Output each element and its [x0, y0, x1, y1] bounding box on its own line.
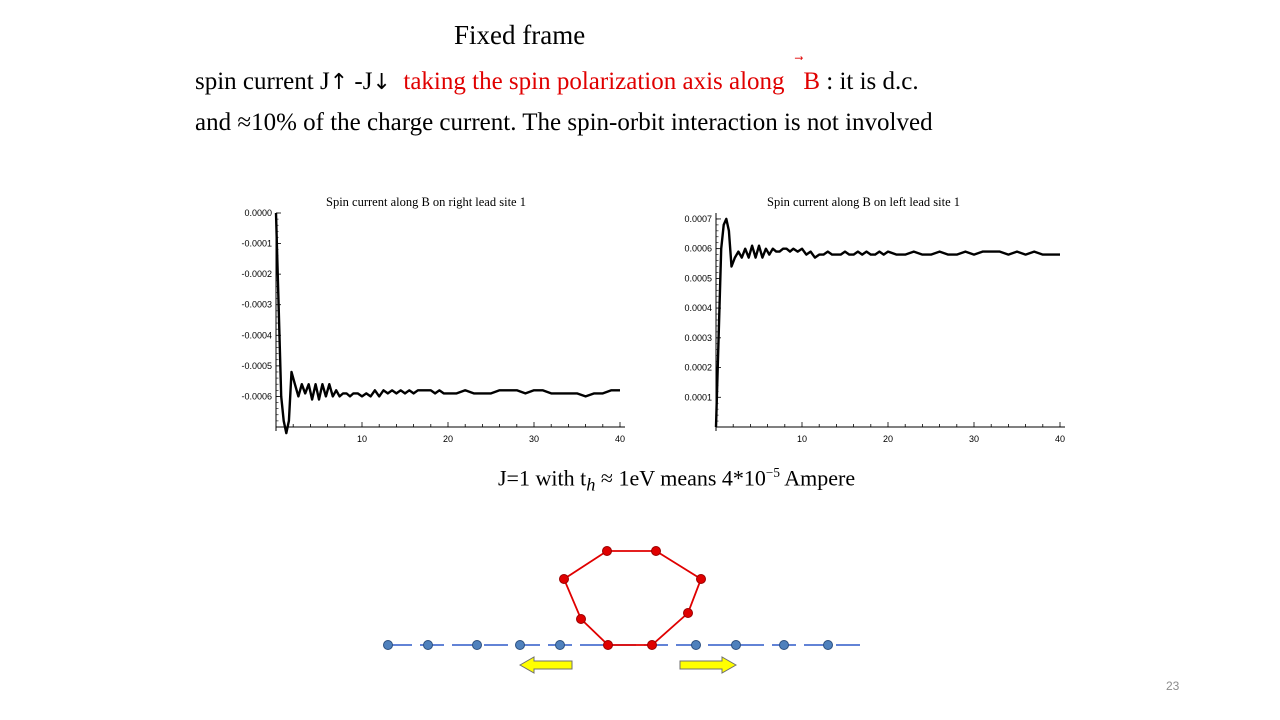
x-tick-label: 20 [443, 434, 453, 444]
down-arrow-icon: ↓ [372, 70, 391, 95]
ring-site [559, 574, 569, 584]
x-tick-label: 10 [357, 434, 367, 444]
series-line-2 [714, 217, 1060, 428]
lead-site [823, 640, 833, 650]
y-tick-label: -0.0003 [241, 300, 272, 310]
note-sub: h [586, 474, 596, 495]
y-tick-label: 0.0005 [684, 273, 712, 283]
chart-right-lead: 10 20 30 40 0.0000 -0.0001 -0.0002 -0.0003 -0.00… [241, 208, 625, 444]
lead-site [472, 640, 482, 650]
y-tick-label: -0.0001 [241, 239, 272, 249]
b-vector: ⃗B [803, 68, 820, 96]
y-tick-label: 0.0000 [244, 208, 272, 218]
line1-mid: -J [348, 68, 373, 95]
y-tick-label: 0.0007 [684, 214, 712, 224]
chart-left-lead: 10 20 30 40 0.0007 0.0006 0.0005 0.0004 0.0003 0.… [684, 213, 1065, 444]
note-b: ≈ 1eV means 4*10 [595, 465, 766, 491]
lead-site [779, 640, 789, 650]
note-sup: −5 [765, 465, 780, 480]
page-number: 23 [1166, 679, 1180, 693]
y-tick-label: -0.0002 [241, 269, 272, 279]
ring-site [647, 640, 657, 650]
y-tick-label: -0.0004 [241, 330, 272, 340]
conversion-note: J=1 with th ≈ 1eV means 4*10−5 Ampere [498, 465, 855, 496]
y-tick-label: 0.0006 [684, 244, 712, 254]
ring-site [696, 574, 706, 584]
x-tick-label: 40 [1055, 434, 1065, 444]
chart-1-title: Spin current along B on right lead site … [326, 195, 526, 209]
b-letter: B [803, 68, 820, 95]
x-tick-label: 30 [969, 434, 979, 444]
ring-bonds [562, 550, 703, 646]
ring-site [602, 546, 612, 556]
text-line-2: and ≈10% of the charge current. The spin… [195, 109, 933, 136]
left-current-arrow-icon [518, 656, 573, 674]
note-c: Ampere [779, 465, 856, 491]
lead-site [383, 640, 393, 650]
lattice-diagram [383, 546, 862, 674]
ring-site [603, 640, 613, 650]
ring-site [683, 608, 693, 618]
x-tick-label: 40 [615, 434, 625, 444]
slide-title: Fixed frame [454, 20, 586, 50]
note-a: J=1 with t [498, 465, 587, 491]
y-tick-label: 0.0004 [684, 303, 712, 313]
line1-suffix: : it is d.c. [820, 68, 919, 95]
text-line-1: spin current J↑ -J↓ taking the spin pola… [195, 68, 919, 96]
lead-site [423, 640, 433, 650]
ring-site [651, 546, 661, 556]
y-tick-label: 0.0003 [684, 333, 712, 343]
y-tick-label: 0.0002 [684, 363, 712, 373]
ring-site [576, 614, 586, 624]
right-current-arrow-icon [679, 656, 738, 674]
y-tick-label: -0.0005 [241, 361, 272, 371]
x-tick-label: 20 [883, 434, 893, 444]
x-tick-label: 10 [797, 434, 807, 444]
y-tick-label: -0.0006 [241, 391, 272, 401]
y-tick-label: 0.0001 [684, 392, 712, 402]
lead-site [691, 640, 701, 650]
line1-prefix: spin current J [195, 68, 330, 95]
series-line-1 [274, 212, 620, 435]
lead-site [515, 640, 525, 650]
line1-red-text: taking the spin polarization axis along [403, 68, 785, 95]
x-tick-label: 30 [529, 434, 539, 444]
up-arrow-icon: ↑ [329, 70, 349, 95]
lead-site [731, 640, 741, 650]
chart-2-title: Spin current along B on left lead site 1 [767, 195, 961, 209]
lead-site [555, 640, 565, 650]
